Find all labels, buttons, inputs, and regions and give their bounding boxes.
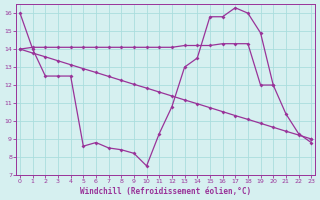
X-axis label: Windchill (Refroidissement éolien,°C): Windchill (Refroidissement éolien,°C) [80, 187, 251, 196]
